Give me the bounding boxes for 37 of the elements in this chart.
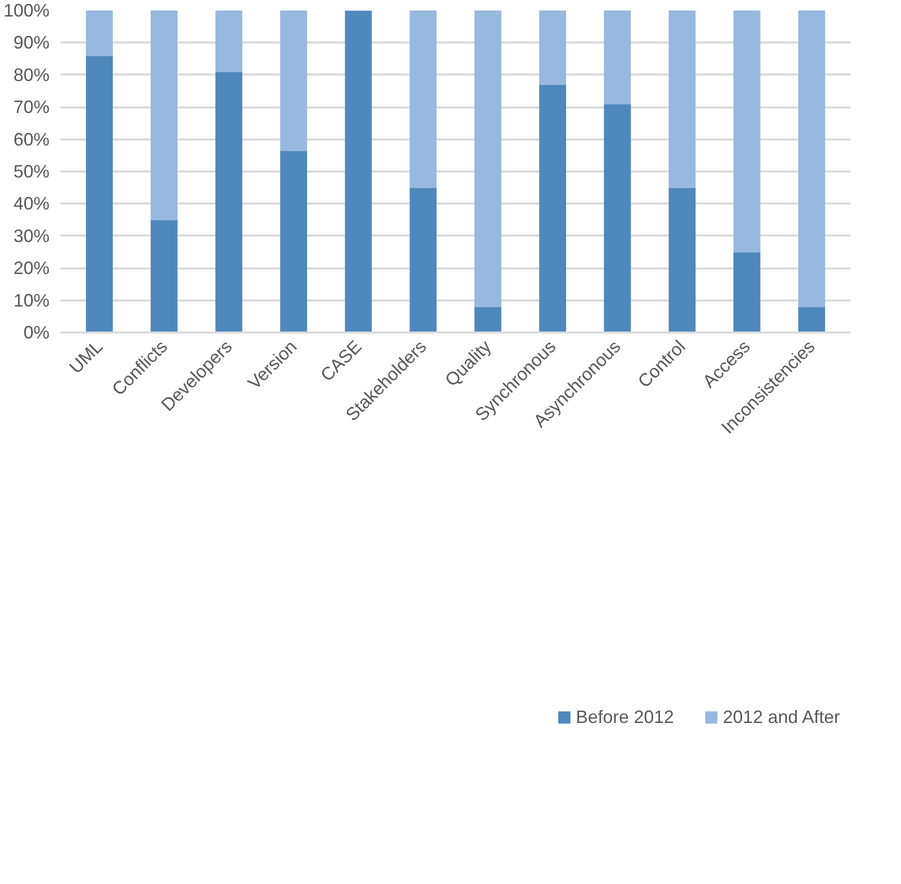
bar	[798, 306, 826, 332]
bar	[539, 10, 566, 86]
bar	[150, 219, 178, 332]
bar	[215, 71, 242, 332]
bar	[733, 252, 760, 332]
bar	[86, 55, 113, 332]
y-tick-label: 40%	[13, 194, 50, 214]
y-tick-label: 0%	[23, 322, 50, 342]
bar	[150, 10, 178, 220]
y-tick-label: 10%	[13, 290, 50, 310]
legend-label: 2012 and After	[722, 706, 840, 728]
bar	[86, 10, 113, 56]
bar	[410, 187, 437, 332]
bar	[733, 10, 760, 252]
y-tick-label: 80%	[13, 64, 50, 85]
bar	[604, 103, 631, 332]
x-tick-label: UML	[65, 336, 106, 378]
bar	[668, 10, 696, 188]
bar	[539, 84, 566, 332]
y-tick-label: 90%	[13, 32, 50, 53]
bar	[604, 10, 631, 104]
bar	[215, 10, 242, 72]
bar	[474, 10, 502, 308]
legend-label: Before 2012	[576, 706, 674, 728]
bar	[474, 306, 502, 332]
bar	[344, 10, 372, 332]
y-tick-label: 30%	[13, 226, 50, 246]
y-tick-label: 70%	[13, 97, 50, 118]
bar	[280, 10, 308, 152]
bar	[280, 150, 308, 332]
y-tick-label: 20%	[13, 258, 50, 278]
bar	[668, 187, 696, 332]
y-tick-label: 100%	[3, 0, 50, 20]
y-tick-label: 50%	[13, 162, 50, 182]
bar	[410, 10, 437, 188]
bar	[798, 10, 826, 308]
y-tick-label: 60%	[13, 129, 50, 150]
